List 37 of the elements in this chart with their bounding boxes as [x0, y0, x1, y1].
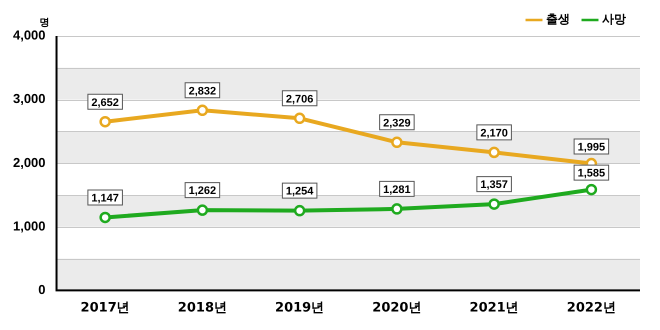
point — [196, 204, 208, 216]
data-label: 2,652 — [91, 96, 119, 109]
point — [99, 116, 111, 128]
data-label: 2,329 — [383, 117, 411, 130]
data-label: 2,170 — [480, 127, 508, 140]
point — [196, 104, 208, 116]
point — [488, 198, 500, 210]
legend-label: 사망 — [602, 12, 626, 26]
data-label: 1,357 — [480, 179, 508, 192]
point — [391, 136, 403, 148]
y-tick-label: 3,000 — [12, 91, 46, 106]
y-axis-title: 명 — [40, 18, 50, 29]
data-label: 1,254 — [286, 186, 314, 198]
x-tick-label: 2020년 — [372, 300, 422, 316]
x-tick-label: 2021년 — [470, 300, 519, 316]
data-label: 2,832 — [188, 85, 216, 98]
point — [99, 212, 111, 224]
x-tick-label: 2019년 — [275, 300, 324, 316]
x-tick-label: 2022년 — [566, 300, 616, 316]
data-label: 2,706 — [286, 93, 314, 106]
y-tick-label: 0 — [38, 282, 46, 297]
point — [294, 204, 306, 216]
data-label: 1,995 — [578, 142, 606, 154]
y-tick-label: 1,000 — [12, 218, 46, 234]
legend-label: 출생 — [546, 12, 570, 26]
data-label: 1,262 — [188, 185, 216, 198]
x-tick-label: 2018년 — [178, 300, 227, 316]
data-label: 1,147 — [91, 192, 119, 204]
point — [586, 184, 598, 196]
data-label: 1,281 — [383, 184, 411, 196]
y-tick-label: 2,000 — [12, 154, 46, 170]
x-tick-label: 2017년 — [80, 300, 130, 316]
y-tick-label: 4,000 — [12, 28, 46, 43]
point — [488, 146, 500, 158]
point — [391, 203, 403, 215]
data-label: 1,585 — [578, 168, 606, 180]
point — [294, 112, 306, 124]
